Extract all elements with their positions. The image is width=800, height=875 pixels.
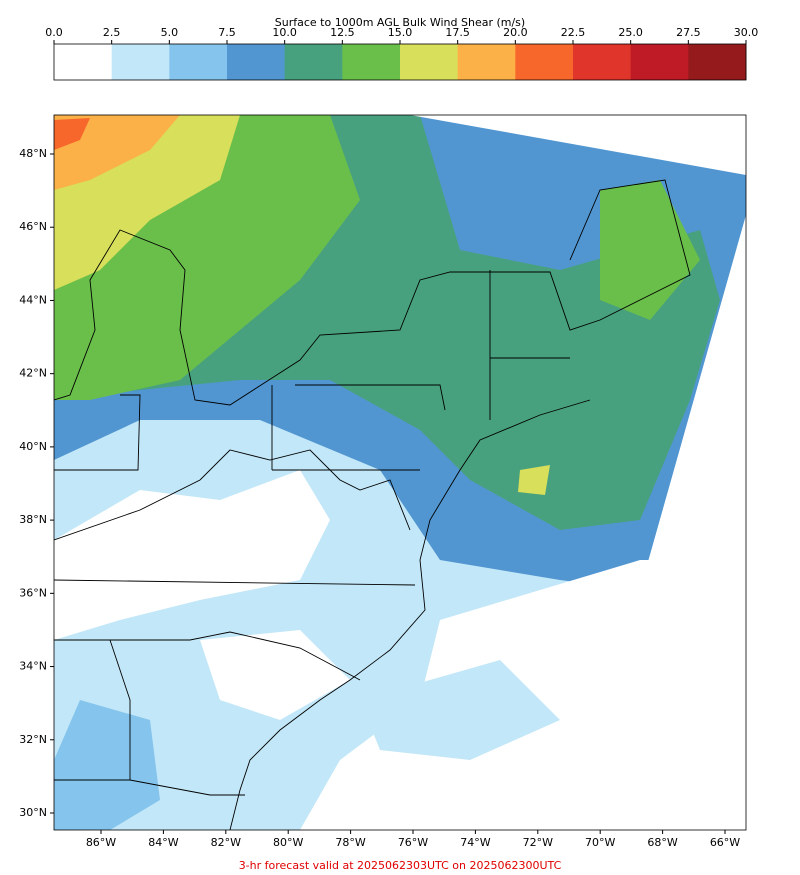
colorbar-tick-label: 0.0 xyxy=(45,26,63,39)
lon-tick-label: 78°W xyxy=(335,836,365,849)
lat-tick-label: 38°N xyxy=(19,513,47,526)
colorbar-bin xyxy=(169,44,228,80)
lat-tick-label: 34°N xyxy=(19,660,47,673)
field-region xyxy=(54,115,180,190)
field-region xyxy=(600,180,700,320)
colorbar-bin xyxy=(227,44,286,80)
lon-tick-label: 82°W xyxy=(211,836,241,849)
colorbar-tick-label: 5.0 xyxy=(161,26,179,39)
lat-tick-label: 40°N xyxy=(19,440,47,453)
map-frame xyxy=(53,114,747,831)
colorbar-bin xyxy=(400,44,459,80)
field-region xyxy=(518,465,550,495)
lon-tick-label: 84°W xyxy=(148,836,178,849)
colorbar-bin xyxy=(457,44,516,80)
boundaries xyxy=(54,179,691,830)
colorbar-bin xyxy=(342,44,401,80)
colorbar-tick-label: 7.5 xyxy=(218,26,236,39)
colorbar-tick-label: 10.0 xyxy=(272,26,297,39)
colorbar-bin xyxy=(688,44,747,80)
colorbar-tick-label: 17.5 xyxy=(445,26,470,39)
lat-tick-label: 46°N xyxy=(19,220,47,233)
colorbar-title: Surface to 1000m AGL Bulk Wind Shear (m/… xyxy=(275,16,525,29)
lat-tick-label: 44°N xyxy=(19,293,47,306)
colorbar: 0.0 2.5 5.0 7.5 10.0 12.5 15.0 17.5 20.0 22.5 25.0… xyxy=(45,26,759,81)
lat-tick-label: 32°N xyxy=(19,733,47,746)
colorbar-bin xyxy=(630,44,689,80)
lat-tick-label: 30°N xyxy=(19,806,47,819)
colorbar-bin xyxy=(284,44,343,80)
colorbar-bin xyxy=(111,44,170,80)
field-region xyxy=(54,118,90,150)
field-region xyxy=(54,470,330,640)
colorbar-tick-label: 25.0 xyxy=(618,26,643,39)
lon-tick-label: 74°W xyxy=(460,836,490,849)
lat-tick-label: 48°N xyxy=(19,147,47,160)
lon-tick-label: 76°W xyxy=(398,836,428,849)
lon-tick-label: 66°W xyxy=(710,836,740,849)
lat-tick-label: 42°N xyxy=(19,367,47,380)
lon-tick-label: 70°W xyxy=(585,836,615,849)
colorbar-bin xyxy=(54,44,113,80)
lat-tick-label: 36°N xyxy=(19,586,47,599)
footer: 3-hr forecast valid at 2025062303UTC on … xyxy=(239,859,562,872)
colorbar-tick-label: 2.5 xyxy=(103,26,121,39)
colorbar-tick-label: 12.5 xyxy=(330,26,355,39)
colorbar-bin xyxy=(573,44,632,80)
colorbar-tick-label: 27.5 xyxy=(676,26,701,39)
field-region xyxy=(54,700,160,830)
lon-tick-label: 80°W xyxy=(273,836,303,849)
field-region xyxy=(200,630,350,720)
lon-tick-label: 86°W xyxy=(86,836,116,849)
domain-outside xyxy=(410,115,746,590)
colorbar-tick-label: 20.0 xyxy=(503,26,528,39)
lon-tick-label: 72°W xyxy=(523,836,553,849)
lon-tick-label: 68°W xyxy=(647,836,677,849)
colorbar-tick-label: 22.5 xyxy=(561,26,586,39)
colorbar-tick-label: 15.0 xyxy=(388,26,413,39)
map-area: 86°W 84°W 82°W 80°W 78°W 76°W 74°W 72°W 70°W 68°W… xyxy=(19,114,747,849)
map-ticks: 86°W 84°W 82°W 80°W 78°W 76°W 74°W 72°W 70°W 68°W… xyxy=(19,147,740,849)
field-region xyxy=(360,660,560,760)
colorbar-tick-label: 30.0 xyxy=(734,26,759,39)
colorbar-bin xyxy=(515,44,574,80)
